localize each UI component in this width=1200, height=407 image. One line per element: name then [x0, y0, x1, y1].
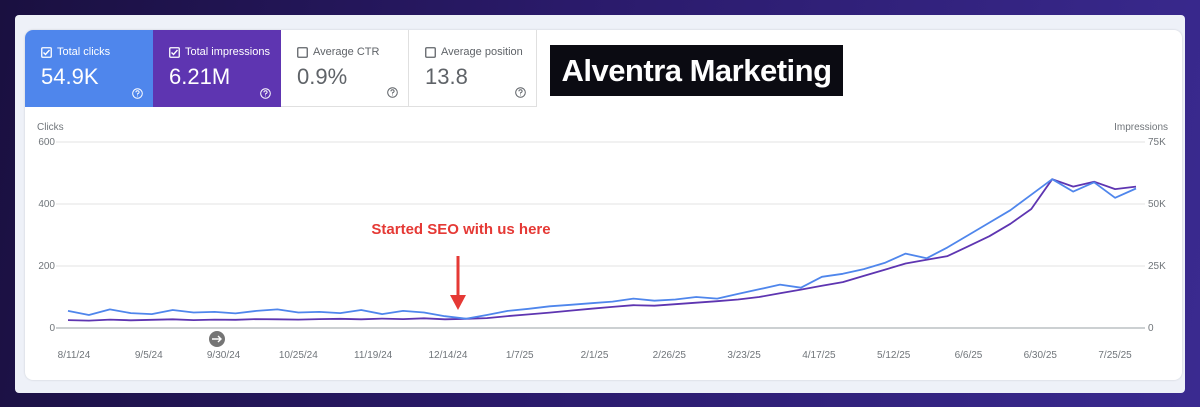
x-tick-label: 6/6/25: [955, 350, 983, 361]
metric-label-row: Average CTR: [297, 46, 408, 58]
checkbox[interactable]: [425, 46, 436, 58]
checkbox[interactable]: [297, 46, 308, 58]
help-icon[interactable]: [387, 87, 398, 98]
x-tick-label: 4/17/25: [802, 350, 836, 361]
y-tick-label: 400: [38, 199, 55, 210]
x-tick-label: 5/12/25: [877, 350, 911, 361]
series-line: [67, 178, 1137, 320]
help-icon[interactable]: [132, 88, 143, 99]
y2-axis-label: Impressions: [1114, 122, 1168, 133]
help-icon[interactable]: [515, 87, 526, 98]
x-tick-label: 10/25/24: [279, 350, 318, 361]
annotation: Started SEO with us here: [371, 221, 550, 238]
y-tick-label: 200: [38, 261, 55, 272]
x-tick-label: 12/14/24: [428, 350, 467, 361]
metric-card[interactable]: Average position 13.8: [409, 30, 537, 107]
metric-value: 6.21M: [169, 64, 231, 89]
x-tick-label: 8/11/24: [58, 350, 91, 361]
metric-label: Total clicks: [57, 46, 111, 58]
x-tick-label: 7/25/25: [1098, 350, 1132, 361]
y-tick-label: 0: [49, 323, 55, 334]
checkbox[interactable]: [169, 46, 180, 58]
x-tick-label: 1/7/25: [506, 350, 534, 361]
y2-tick-label: 0: [1148, 323, 1154, 334]
metric-card[interactable]: Total clicks 54.9K: [25, 30, 153, 107]
x-tick-label: 2/1/25: [581, 350, 609, 361]
help-icon[interactable]: [260, 88, 271, 99]
panel: Average position 13.8 Average CTR 0.9% T…: [25, 30, 1182, 380]
x-tick-label: 3/23/25: [727, 350, 761, 361]
series-line: [67, 178, 1137, 322]
metric-value: 0.9%: [297, 64, 348, 89]
x-tick-label: 2/26/25: [653, 350, 687, 361]
y-axis-label: Clicks: [37, 122, 64, 133]
chart: Clicks Impressions 0 200 400 600 0 25K 50K 75K 8…: [37, 122, 1168, 361]
metric-label: Total impressions: [185, 46, 270, 58]
metric-label-row: Total impressions: [169, 46, 281, 58]
event-icon: [212, 335, 222, 343]
x-tick-label: 9/5/24: [135, 350, 163, 361]
x-tick-label: 11/19/24: [354, 350, 393, 361]
y-tick-label: 600: [38, 137, 55, 148]
checkbox[interactable]: [41, 46, 52, 58]
y2-tick-label: 75K: [1148, 137, 1166, 148]
metric-label: Average CTR: [313, 46, 380, 58]
logo: Alventra Marketing: [550, 45, 843, 96]
metric-card[interactable]: Average CTR 0.9%: [281, 30, 409, 107]
y2-tick-label: 50K: [1148, 199, 1166, 210]
metric-card[interactable]: Total impressions 6.21M: [153, 30, 281, 107]
metric-value: 54.9K: [41, 64, 99, 89]
metric-label-row: Total clicks: [41, 46, 153, 58]
y2-tick-label: 25K: [1148, 261, 1166, 272]
x-tick-label: 6/30/25: [1024, 350, 1058, 361]
annotation-arrowhead: [450, 295, 466, 310]
metric-value: 13.8: [425, 64, 468, 89]
metric-label-row: Average position: [425, 46, 536, 58]
x-tick-label: 9/30/24: [207, 350, 241, 361]
metric-label: Average position: [441, 46, 523, 58]
